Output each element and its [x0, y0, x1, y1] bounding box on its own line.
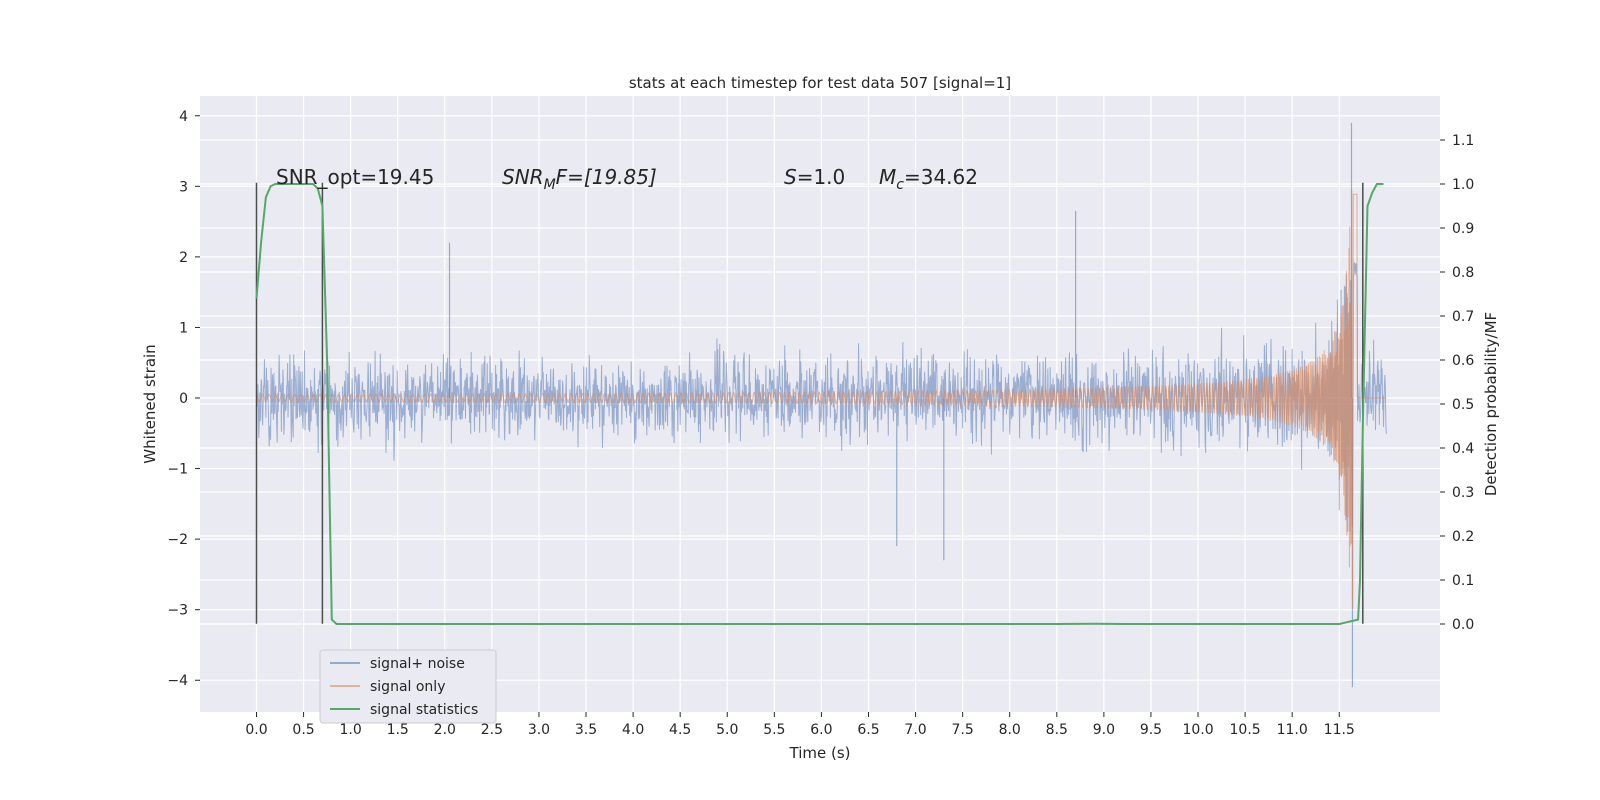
annotation-s-val: =1.0	[797, 165, 846, 189]
y-tick-label: 1	[179, 320, 188, 336]
y-tick-label: −3	[167, 603, 188, 619]
y2-tick-label: 1.1	[1452, 133, 1474, 149]
x-tick-label: 11.0	[1277, 722, 1308, 738]
y2-tick-label: 0.1	[1452, 573, 1474, 589]
x-tick-label: 8.5	[1046, 722, 1068, 738]
y2-tick-label: 0.7	[1452, 309, 1474, 325]
x-tick-label: 11.5	[1324, 722, 1355, 738]
x-tick-label: 4.0	[622, 722, 644, 738]
y2-tick-label: 0.4	[1452, 441, 1474, 457]
x-tick-label: 1.0	[340, 722, 362, 738]
x-tick-label: 3.5	[575, 722, 597, 738]
y-tick-label: 0	[179, 391, 188, 407]
plot-area	[256, 122, 1387, 688]
legend-box	[319, 649, 497, 724]
y-tick-label: −2	[167, 532, 188, 548]
y-tick-label: 2	[179, 250, 188, 266]
series-signal-noise	[256, 262, 1387, 532]
annotation-s: S=1.0	[784, 165, 845, 189]
y2-tick-label: 1.0	[1452, 177, 1474, 193]
x-axis-label: Time (s)	[789, 744, 851, 762]
y2-axis-label: Detection probability/MF	[1482, 312, 1500, 496]
annotation-mc-sub: c	[896, 177, 904, 193]
y2-tick-label: 0.0	[1452, 617, 1474, 633]
legend: signal+ noise signal only signal statist…	[319, 649, 497, 724]
annotation-snr-mf-base: SNR	[502, 165, 544, 189]
y-tick-label: 3	[179, 179, 188, 195]
y2-tick-label: 0.8	[1452, 265, 1474, 281]
y2-tick-label: 0.2	[1452, 529, 1474, 545]
x-tick-label: 10.5	[1230, 722, 1261, 738]
y2-tick-label: 0.9	[1452, 221, 1474, 237]
x-tick-label: 5.0	[716, 722, 738, 738]
x-tick-label: 3.0	[528, 722, 550, 738]
x-tick-label: 6.5	[857, 722, 879, 738]
x-tick-label: 1.5	[387, 722, 409, 738]
annotations: SNR_opt=19.45 SNRMF=[19.85] S=1.0 Mc=34.…	[276, 165, 978, 193]
x-tick-label: 2.0	[434, 722, 456, 738]
chart-title: stats at each timestep for test data 507…	[629, 74, 1011, 92]
annotation-snr-mf: SNRMF=[19.85]	[502, 165, 657, 193]
annotation-snr-mf-sub: M	[544, 177, 556, 193]
y-tick-label: 4	[179, 109, 188, 125]
y2-tick-label: 0.6	[1452, 353, 1474, 369]
x-tick-label: 10.0	[1182, 722, 1213, 738]
annotation-snr-mf-rest: F=[19.85]	[556, 165, 657, 189]
y-tick-label: −4	[167, 673, 188, 689]
x-tick-label: 7.0	[904, 722, 926, 738]
vertical-markers	[255, 182, 1384, 625]
x-tick-label: 4.5	[669, 722, 691, 738]
x-tick-label: 2.5	[481, 722, 503, 738]
x-tick-label: 7.5	[952, 722, 974, 738]
annotation-snr-opt: SNR_opt=19.45	[276, 165, 434, 189]
legend-label-signal-only: signal only	[370, 679, 445, 695]
x-tick-label: 0.0	[245, 722, 267, 738]
series-signal-statistics	[255, 183, 1384, 625]
x-tick-label: 6.0	[810, 722, 832, 738]
ticks: 0.0 0.5 1.0 1.5 2.0 2.5 3.0 3.5 4.0 4.5 5.0 5.5 6.0 6…	[167, 109, 1474, 738]
y2-tick-label: 0.3	[1452, 485, 1474, 501]
y-axis-label: Whitened strain	[141, 344, 159, 463]
annotation-s-sym: S	[784, 165, 797, 189]
y2-tick-label: 0.5	[1452, 397, 1474, 413]
y-tick-label: −1	[167, 462, 188, 478]
series-signal-only	[256, 189, 1387, 609]
legend-label-signal-statistics: signal statistics	[370, 702, 478, 718]
x-tick-label: 9.0	[1093, 722, 1115, 738]
x-tick-label: 5.5	[763, 722, 785, 738]
annotation-mc-sym: M	[879, 165, 896, 189]
x-tick-label: 8.0	[999, 722, 1021, 738]
legend-label-signal-noise: signal+ noise	[370, 656, 465, 672]
x-tick-label: 9.5	[1140, 722, 1162, 738]
annotation-mc-val: =34.62	[904, 165, 978, 189]
annotation-mc: Mc=34.62	[879, 165, 978, 193]
x-tick-label: 0.5	[292, 722, 314, 738]
